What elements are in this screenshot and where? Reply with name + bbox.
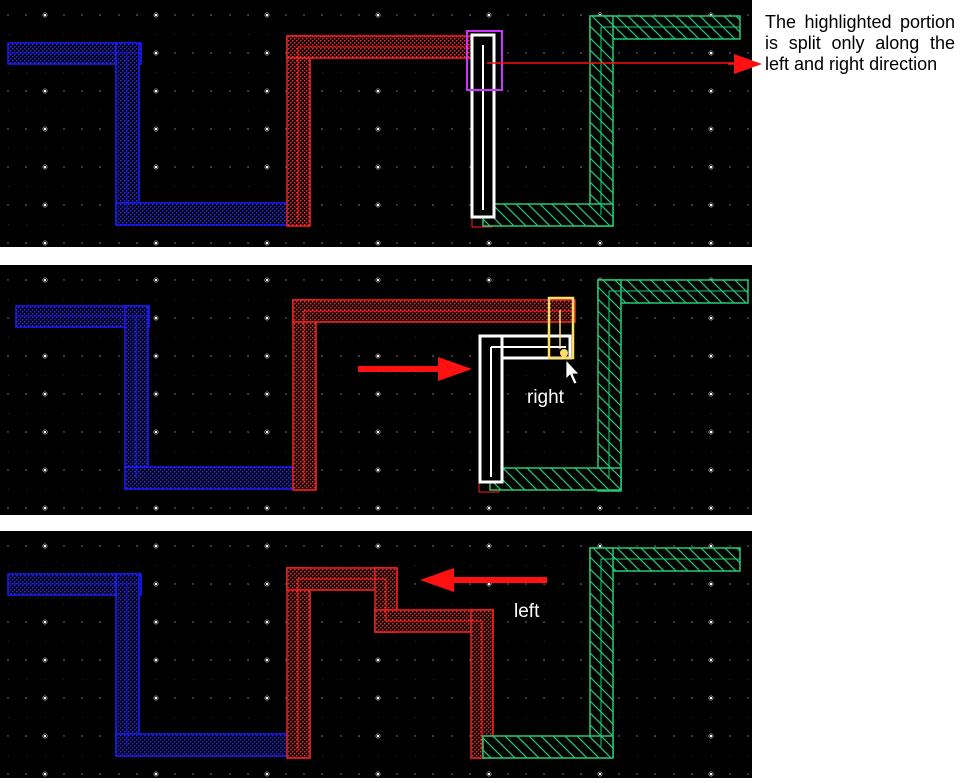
layout-panel-original [0, 0, 752, 247]
wire-green [482, 15, 741, 227]
wire-red [286, 35, 493, 228]
wire-green [489, 279, 749, 492]
wire-red-reshaped [286, 567, 494, 759]
canvas-split-right [0, 265, 752, 515]
canvas-split-left [0, 531, 752, 778]
wire-blue [7, 573, 308, 757]
direction-label-right: right [527, 387, 564, 408]
selection-box [466, 30, 503, 91]
annotation-text: The highlighted portion is split only al… [765, 12, 955, 74]
highlighted-segment[interactable] [470, 33, 496, 219]
arrow-right-icon [358, 357, 472, 381]
canvas-original [0, 0, 752, 247]
split-segment-moved-right[interactable] [478, 334, 572, 484]
arrow-right-icon [728, 54, 762, 74]
arrow-left-icon [420, 568, 547, 592]
split-handle[interactable] [547, 296, 575, 360]
layout-panel-split-left: left [0, 531, 752, 778]
wire-red [292, 299, 576, 493]
wire-blue [7, 42, 308, 226]
wire-green [482, 547, 741, 759]
wire-blue [15, 305, 317, 490]
layout-panel-split-right: right [0, 265, 752, 515]
mouse-pointer-icon [565, 358, 580, 385]
direction-label-left: left [514, 601, 540, 622]
